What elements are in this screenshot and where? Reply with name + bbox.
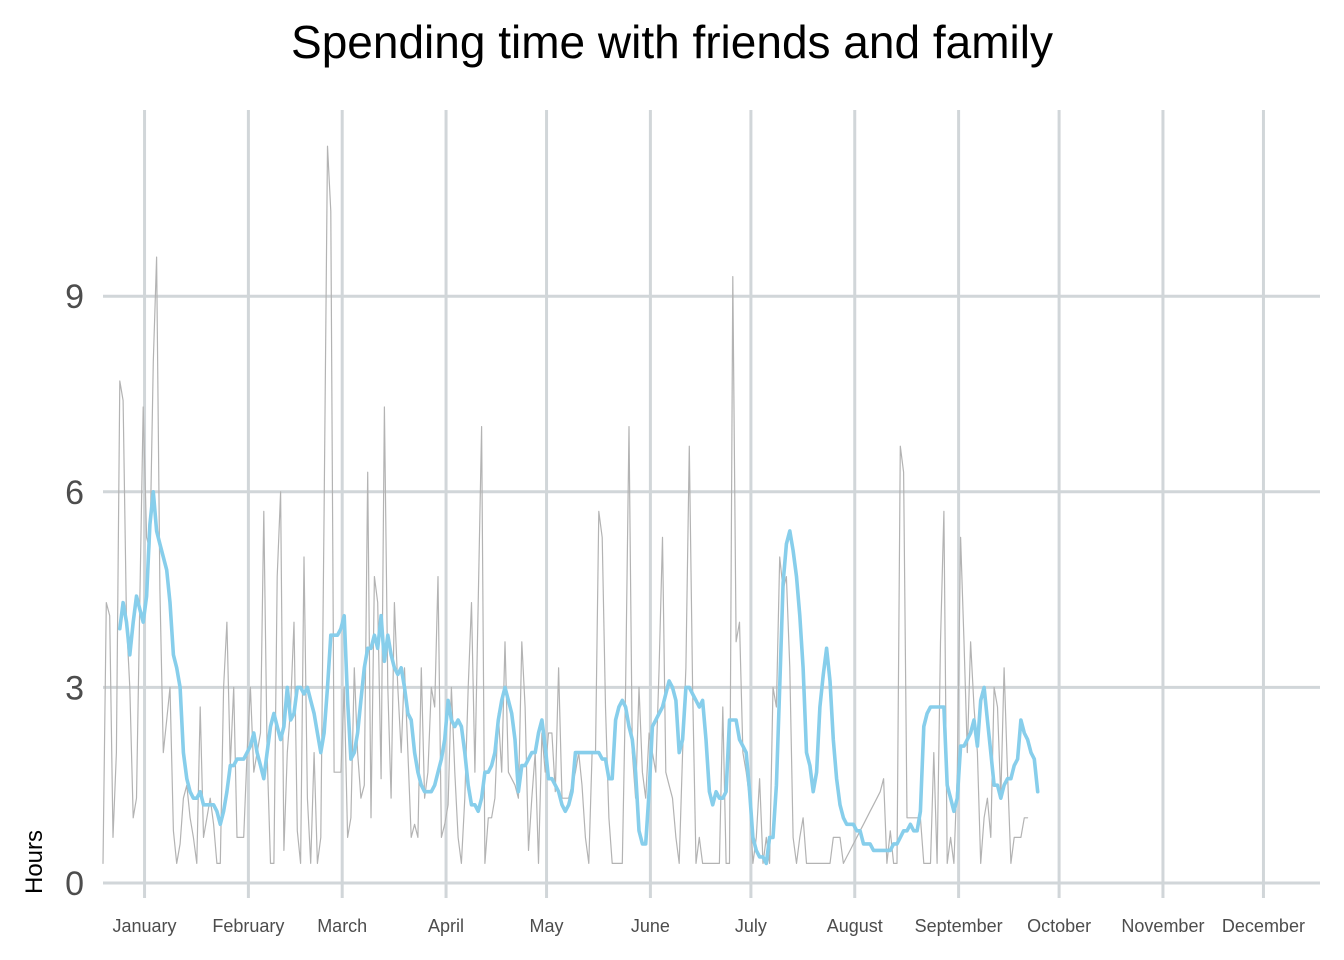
y-axis-label: Hours	[21, 830, 48, 894]
x-tick-label: September	[915, 916, 1003, 936]
x-tick-label: March	[317, 916, 367, 936]
series-line-smoothed	[118, 489, 1040, 866]
y-tick-label: 6	[65, 474, 84, 512]
series-group	[102, 145, 1040, 866]
y-tick-label: 9	[65, 278, 84, 316]
x-tick-label: November	[1121, 916, 1204, 936]
x-tick-labels: January February March April May June July Augu…	[113, 916, 1305, 936]
series-line-daily	[102, 145, 1029, 865]
x-tick-label: June	[631, 916, 670, 936]
x-tick-label: February	[212, 916, 284, 936]
x-tick-label: August	[827, 916, 883, 936]
x-tick-label: January	[113, 916, 177, 936]
x-tick-label: May	[530, 916, 564, 936]
x-tick-label: December	[1222, 916, 1305, 936]
y-tick-label: 3	[65, 669, 84, 707]
grid-lines	[103, 110, 1320, 898]
chart-title: Spending time with friends and family	[291, 16, 1053, 68]
y-tick-label: 0	[65, 865, 84, 903]
x-tick-label: July	[735, 916, 767, 936]
y-tick-labels: 0 3 6 9	[65, 278, 84, 903]
x-tick-label: April	[428, 916, 464, 936]
x-tick-label: October	[1027, 916, 1091, 936]
